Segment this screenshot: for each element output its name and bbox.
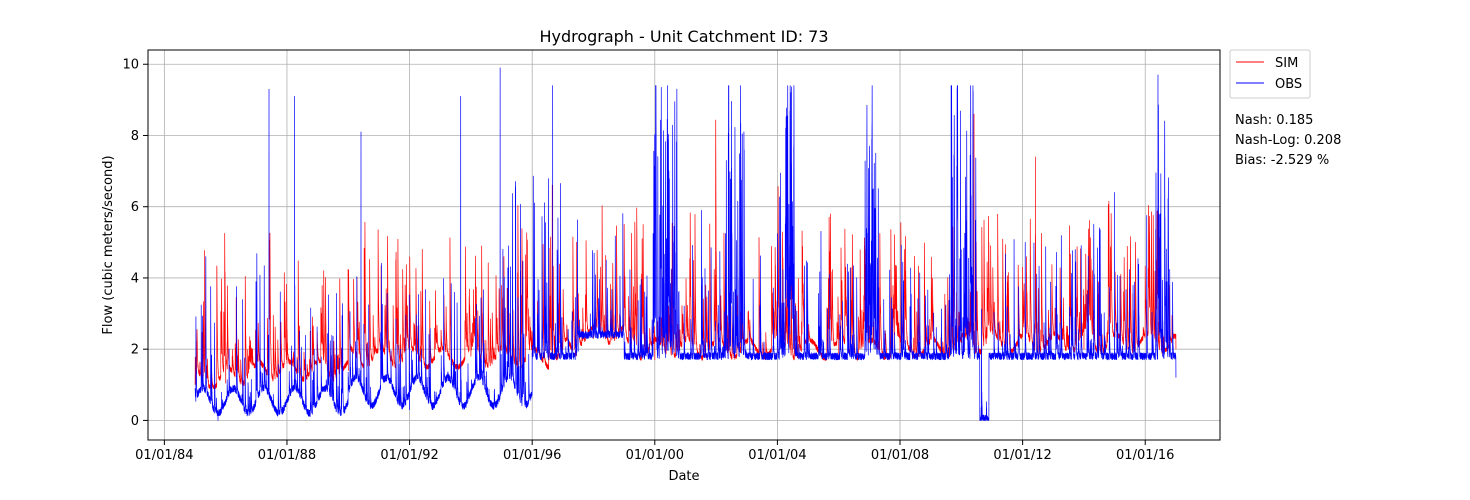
y-tick-label: 6: [131, 200, 139, 215]
y-tick-label: 0: [131, 414, 139, 429]
legend-label-sim: SIM: [1275, 56, 1298, 71]
y-axis-label: Flow (cubic meters/second): [101, 155, 116, 334]
y-tick-label: 10: [122, 58, 139, 73]
y-tick-label: 8: [131, 129, 139, 144]
y-axis-ticks: 0 2 4 6 8 10: [122, 58, 148, 429]
plot-frame: [147, 49, 1221, 441]
x-tick-label: 01/01/16: [1116, 448, 1174, 463]
metrics-panel: Nash: 0.185 Nash-Log: 0.208 Bias: -2.529…: [1235, 111, 1341, 171]
x-tick-label: 01/01/96: [503, 448, 561, 463]
bias-metric: Bias: -2.529 %: [1235, 153, 1330, 168]
x-axis-ticks: 01/01/84 01/01/88 01/01/92 01/01/96 01/01/00…: [135, 440, 1174, 463]
x-tick-label: 01/01/08: [871, 448, 929, 463]
nash-metric: Nash: 0.185: [1235, 113, 1314, 128]
y-tick-label: 4: [131, 271, 139, 286]
x-tick-label: 01/01/92: [380, 448, 438, 463]
series-line-obs: [194, 67, 1177, 421]
nash-log-metric: Nash-Log: 0.208: [1235, 133, 1342, 148]
x-tick-label: 01/01/88: [258, 448, 316, 463]
x-tick-label: 01/01/12: [993, 448, 1051, 463]
legend-label-obs: OBS: [1275, 77, 1302, 92]
x-axis-label: Date: [668, 469, 699, 484]
y-tick-label: 2: [131, 343, 139, 358]
chart-title: Hydrograph - Unit Catchment ID: 73: [539, 27, 828, 46]
series-group: [194, 67, 1177, 421]
x-tick-label: 01/01/84: [135, 448, 193, 463]
x-tick-label: 01/01/00: [626, 448, 684, 463]
x-tick-label: 01/01/04: [748, 448, 806, 463]
legend: SIM OBS: [1229, 49, 1311, 99]
grid-lines: [148, 50, 1220, 440]
